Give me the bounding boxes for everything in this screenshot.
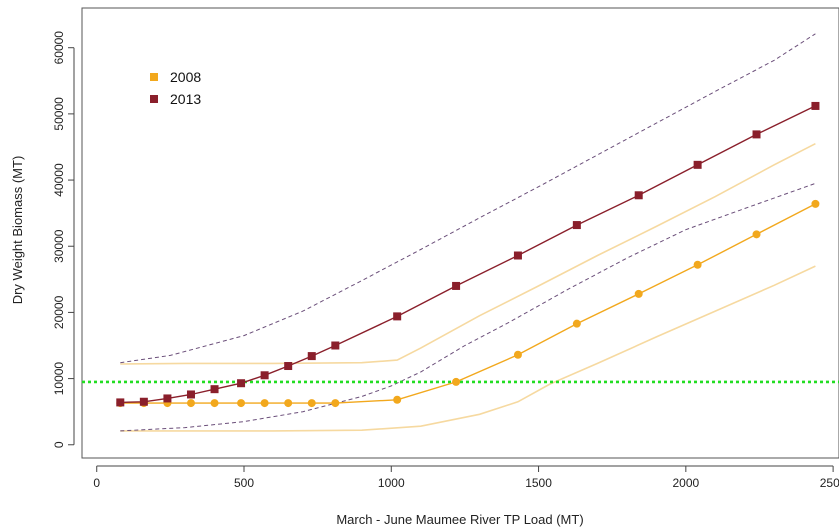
marker-2013 — [163, 394, 172, 403]
x-tick-label: 500 — [234, 476, 254, 490]
y-axis: 0 10000 20000 30000 40000 50000 60000 — [52, 31, 75, 448]
marker-2008 — [210, 399, 219, 408]
marker-2008 — [284, 399, 293, 408]
x-axis-title: March - June Maumee River TP Load (MT) — [336, 512, 583, 527]
x-tick-label: 1500 — [525, 476, 552, 490]
marker-2013 — [693, 160, 702, 169]
series-markers — [116, 101, 820, 408]
marker-2013 — [752, 130, 761, 139]
y-axis-title: Dry Weight Biomass (MT) — [10, 156, 25, 305]
x-tick-label: 0 — [93, 476, 100, 490]
marker-2013 — [811, 101, 820, 110]
marker-2013 — [186, 390, 195, 399]
marker-2013 — [210, 385, 219, 394]
marker-2013 — [139, 397, 148, 406]
marker-2008 — [331, 399, 340, 408]
y-tick-label: 30000 — [52, 229, 66, 263]
marker-2008 — [634, 289, 643, 298]
marker-2008 — [513, 350, 522, 359]
marker-2008 — [693, 260, 702, 269]
marker-2008 — [811, 199, 820, 208]
y-tick-label: 10000 — [52, 362, 66, 396]
marker-2013 — [260, 371, 269, 380]
marker-2013 — [284, 362, 293, 371]
y-tick-label: 40000 — [52, 163, 66, 197]
ci-upper-2013 — [120, 33, 816, 364]
x-tick-label: 1000 — [378, 476, 405, 490]
ci-lower-2013 — [120, 182, 816, 432]
legend: 2008 2013 — [150, 69, 201, 107]
marker-2013 — [331, 341, 340, 350]
marker-2008 — [237, 399, 246, 408]
marker-2013 — [116, 398, 125, 407]
x-tick-label: 2000 — [672, 476, 699, 490]
y-tick-label: 60000 — [52, 31, 66, 65]
marker-2008 — [452, 377, 461, 386]
y-tick-label: 0 — [52, 441, 66, 448]
marker-2013 — [237, 379, 246, 388]
marker-2013 — [572, 221, 581, 230]
y-tick-label: 50000 — [52, 97, 66, 131]
legend-label-2013: 2013 — [170, 91, 201, 107]
marker-2008 — [260, 399, 269, 408]
marker-2013 — [634, 191, 643, 200]
marker-2013 — [307, 352, 316, 361]
legend-label-2008: 2008 — [170, 69, 201, 85]
legend-marker-2013 — [150, 95, 158, 103]
confidence-bands — [120, 33, 816, 432]
ci-upper-2008 — [120, 142, 816, 365]
marker-2008 — [752, 230, 761, 239]
marker-2013 — [452, 281, 461, 290]
marker-2013 — [393, 312, 402, 321]
marker-2008 — [186, 399, 195, 408]
legend-marker-2008 — [150, 73, 158, 81]
marker-2013 — [513, 251, 522, 260]
y-tick-label: 20000 — [52, 295, 66, 329]
marker-2008 — [572, 319, 581, 328]
marker-2008 — [393, 395, 402, 404]
ci-lower-2008 — [120, 265, 816, 432]
marker-2008 — [307, 399, 316, 408]
